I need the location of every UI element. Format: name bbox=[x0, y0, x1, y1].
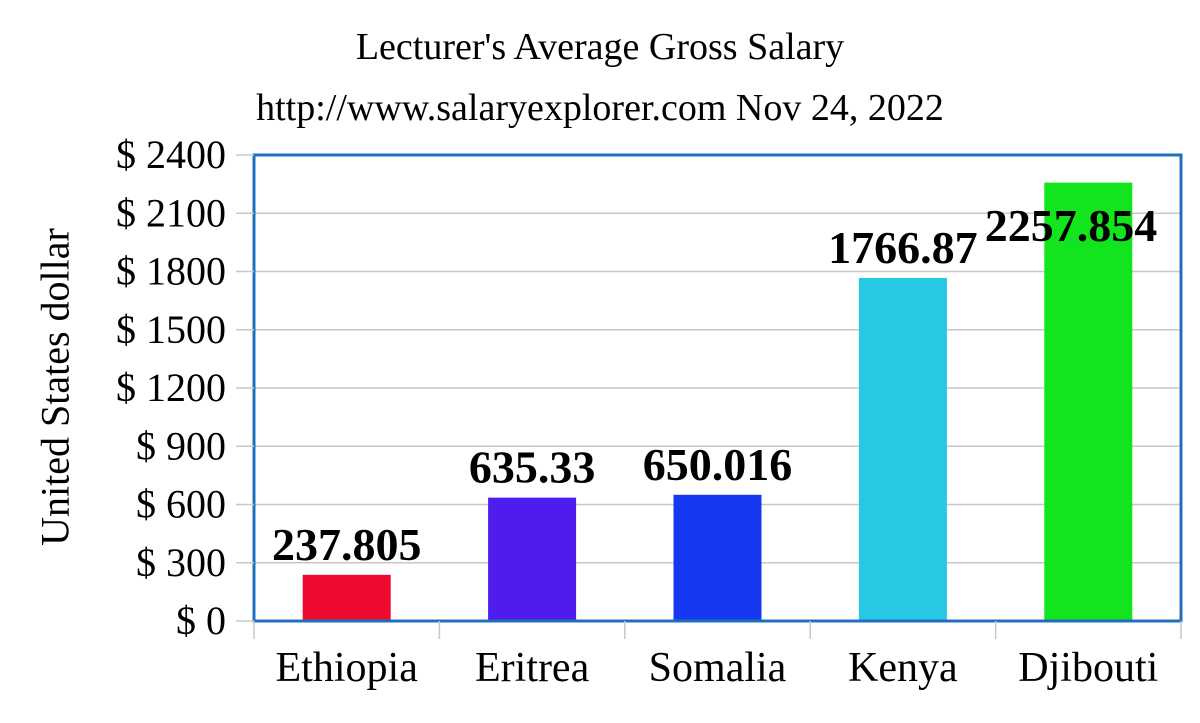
y-tick-labels: $ 0 $ 300 $ 600 $ 900 $ 1200 $ 1500 $ 1800 $ 21… bbox=[116, 132, 254, 643]
x-tick-label: Somalia bbox=[649, 645, 787, 691]
y-tick-label: $ 1800 bbox=[116, 249, 226, 294]
y-tick-label: $ 2400 bbox=[116, 132, 226, 177]
y-tick-label: $ 2100 bbox=[116, 190, 226, 235]
x-tick-label: Djibouti bbox=[1018, 645, 1158, 691]
x-tick-label: Eritrea bbox=[475, 645, 590, 691]
y-tick-label: $ 0 bbox=[176, 598, 226, 643]
data-label: 1766.87 bbox=[828, 222, 978, 273]
y-tick-label: $ 1200 bbox=[116, 365, 226, 410]
bar-djibouti bbox=[1044, 182, 1133, 621]
bar-somalia bbox=[673, 494, 762, 621]
data-label: 650.016 bbox=[643, 439, 793, 490]
data-labels: 237.805 635.33 650.016 1766.87 2257.854 bbox=[272, 200, 1157, 570]
bar-ethiopia bbox=[302, 574, 391, 621]
x-tick-labels: Ethiopia Eritrea Somalia Kenya Djibouti bbox=[253, 621, 1182, 691]
x-tick-label: Kenya bbox=[848, 645, 958, 691]
bar-eritrea bbox=[488, 497, 577, 621]
y-tick-label: $ 900 bbox=[136, 423, 226, 468]
data-label: 237.805 bbox=[272, 519, 422, 570]
data-label: 2257.854 bbox=[985, 200, 1158, 251]
y-tick-label: $ 300 bbox=[136, 540, 226, 585]
bars bbox=[302, 182, 1133, 621]
data-label: 635.33 bbox=[469, 442, 596, 493]
chart-subtitle: http://www.salaryexplorer.com Nov 24, 20… bbox=[256, 87, 944, 129]
y-tick-label: $ 1500 bbox=[116, 307, 226, 352]
chart-title: Lecturer's Average Gross Salary bbox=[355, 26, 845, 68]
x-tick-label: Ethiopia bbox=[276, 645, 419, 691]
y-tick-label: $ 600 bbox=[136, 482, 226, 527]
bar-kenya bbox=[858, 277, 947, 621]
